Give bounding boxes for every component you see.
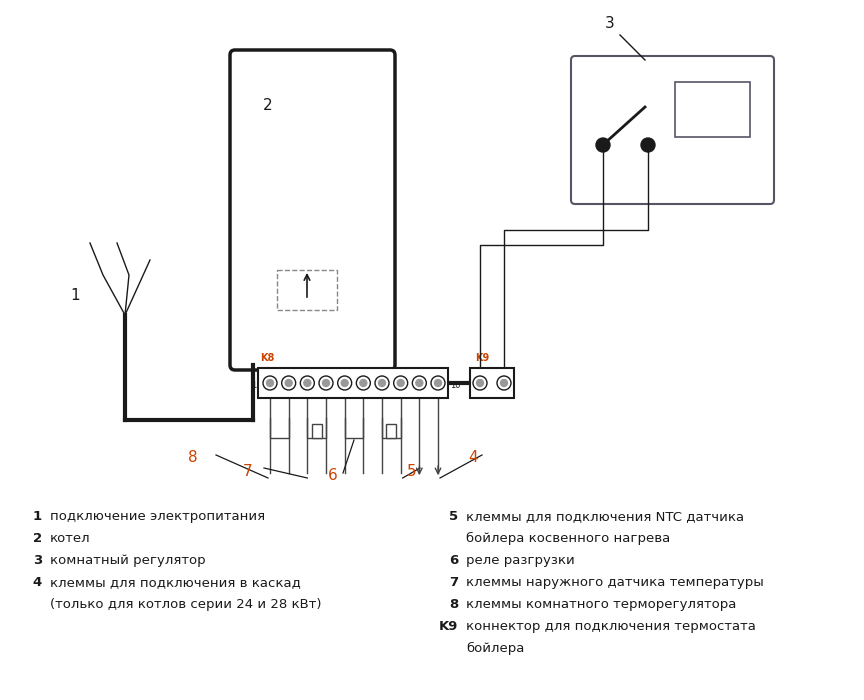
Text: 8: 8: [188, 451, 198, 466]
Circle shape: [431, 376, 445, 390]
Text: 3: 3: [33, 554, 42, 567]
Text: 2: 2: [33, 532, 42, 545]
Bar: [470, 368, 514, 398]
FancyBboxPatch shape: [230, 50, 395, 370]
Text: котел: котел: [50, 532, 91, 545]
Text: 1: 1: [251, 382, 256, 391]
Text: клеммы для подключения в каскад: клеммы для подключения в каскад: [50, 576, 301, 589]
Circle shape: [322, 379, 329, 386]
Circle shape: [375, 376, 389, 390]
Text: клеммы комнатного терморегулятора: клеммы комнатного терморегулятора: [466, 598, 736, 611]
Text: K9: K9: [475, 353, 489, 363]
Text: 4: 4: [33, 576, 42, 589]
Text: 7: 7: [243, 463, 252, 479]
Text: 1: 1: [70, 288, 79, 303]
Text: клеммы наружного датчика температуры: клеммы наружного датчика температуры: [466, 576, 764, 589]
Circle shape: [378, 379, 385, 386]
Circle shape: [263, 376, 277, 390]
Circle shape: [435, 379, 442, 386]
Text: 1: 1: [33, 510, 42, 523]
Text: бойлера косвенного нагрева: бойлера косвенного нагрева: [466, 532, 670, 545]
Text: бойлера: бойлера: [466, 642, 524, 655]
Bar: [277, 270, 337, 310]
Text: 10: 10: [450, 382, 461, 391]
Circle shape: [497, 376, 511, 390]
Bar: [675, 82, 750, 137]
Text: 7: 7: [449, 576, 458, 589]
Text: (только для котлов серии 24 и 28 кВт): (только для котлов серии 24 и 28 кВт): [50, 598, 321, 611]
Circle shape: [341, 379, 348, 386]
Bar: [312, 424, 321, 438]
Text: 4: 4: [468, 451, 478, 466]
Circle shape: [304, 379, 311, 386]
Text: комнатный регулятор: комнатный регулятор: [50, 554, 206, 567]
Text: 2: 2: [263, 98, 273, 113]
Bar: [258, 368, 448, 398]
Text: коннектор для подключения термостата: коннектор для подключения термостата: [466, 620, 756, 633]
Circle shape: [359, 379, 367, 386]
FancyBboxPatch shape: [571, 56, 774, 204]
Text: 8: 8: [448, 598, 458, 611]
Text: клеммы для подключения NTC датчика: клеммы для подключения NTC датчика: [466, 510, 744, 523]
Text: K8: K8: [260, 353, 275, 363]
Circle shape: [394, 376, 408, 390]
Circle shape: [641, 138, 655, 152]
Text: 3: 3: [605, 16, 615, 31]
Circle shape: [338, 376, 352, 390]
Text: 5: 5: [449, 510, 458, 523]
Text: 6: 6: [448, 554, 458, 567]
Circle shape: [416, 379, 422, 386]
Bar: [386, 424, 397, 438]
Circle shape: [596, 138, 610, 152]
Text: подключение электропитания: подключение электропитания: [50, 510, 265, 523]
Circle shape: [266, 379, 274, 386]
Circle shape: [301, 376, 314, 390]
Circle shape: [477, 379, 484, 386]
Text: реле разгрузки: реле разгрузки: [466, 554, 575, 567]
Text: 5: 5: [406, 463, 416, 479]
Circle shape: [412, 376, 426, 390]
Text: K9: K9: [439, 620, 458, 633]
Text: 6: 6: [328, 468, 338, 484]
Circle shape: [319, 376, 333, 390]
Circle shape: [356, 376, 371, 390]
Circle shape: [282, 376, 295, 390]
Circle shape: [397, 379, 404, 386]
Circle shape: [500, 379, 507, 386]
Circle shape: [285, 379, 292, 386]
Circle shape: [473, 376, 487, 390]
